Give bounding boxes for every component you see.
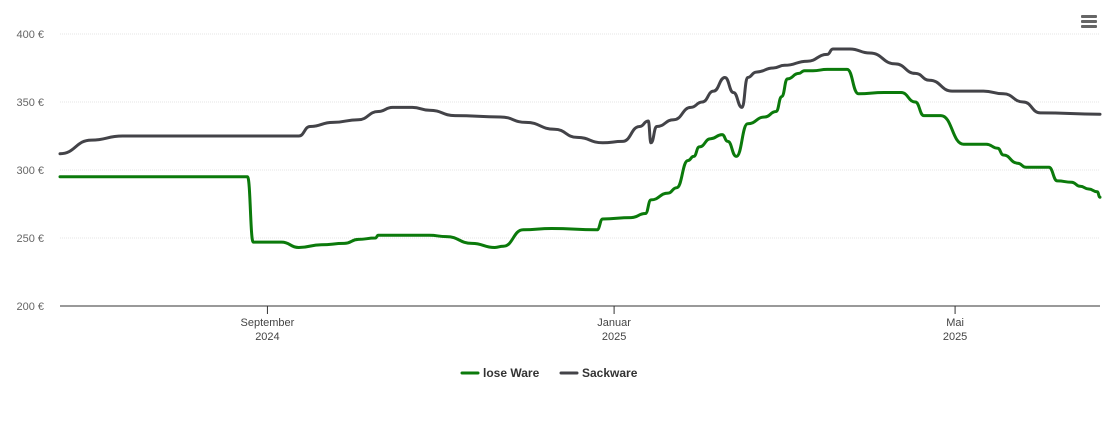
x-tick-year-label: 2024 xyxy=(255,331,279,343)
y-tick-label: 250 € xyxy=(16,233,44,245)
x-tick-label: Januar xyxy=(597,317,631,329)
legend-label-sackware: Sackware xyxy=(582,366,638,380)
series-line-sackware[interactable] xyxy=(58,47,1102,156)
legend: lose Ware Sackware xyxy=(460,366,638,380)
gridlines xyxy=(60,33,1100,239)
y-tick-label: 200 € xyxy=(16,301,44,313)
x-tick-year-label: 2025 xyxy=(602,331,626,343)
legend-label-lose-ware: lose Ware xyxy=(483,366,540,380)
legend-item-sackware[interactable]: Sackware xyxy=(559,366,638,380)
x-axis-ticks: September 2024 Januar 2025 Mai 2025 xyxy=(241,306,967,343)
y-axis-tick-labels: 200 € 250 € 300 € 350 € 400 € xyxy=(16,29,44,313)
y-tick-label: 350 € xyxy=(16,97,44,109)
x-tick-label: Mai xyxy=(946,317,964,329)
hamburger-icon xyxy=(1081,15,1097,18)
series-lines xyxy=(58,47,1102,249)
legend-item-lose-ware[interactable]: lose Ware xyxy=(460,366,540,380)
x-tick-label: September xyxy=(241,317,295,329)
x-tick-year-label: 2025 xyxy=(943,331,967,343)
context-menu-button[interactable] xyxy=(1076,10,1102,34)
y-tick-label: 400 € xyxy=(16,29,44,41)
y-tick-label: 300 € xyxy=(16,165,44,177)
series-line-lose-ware[interactable] xyxy=(58,67,1102,249)
